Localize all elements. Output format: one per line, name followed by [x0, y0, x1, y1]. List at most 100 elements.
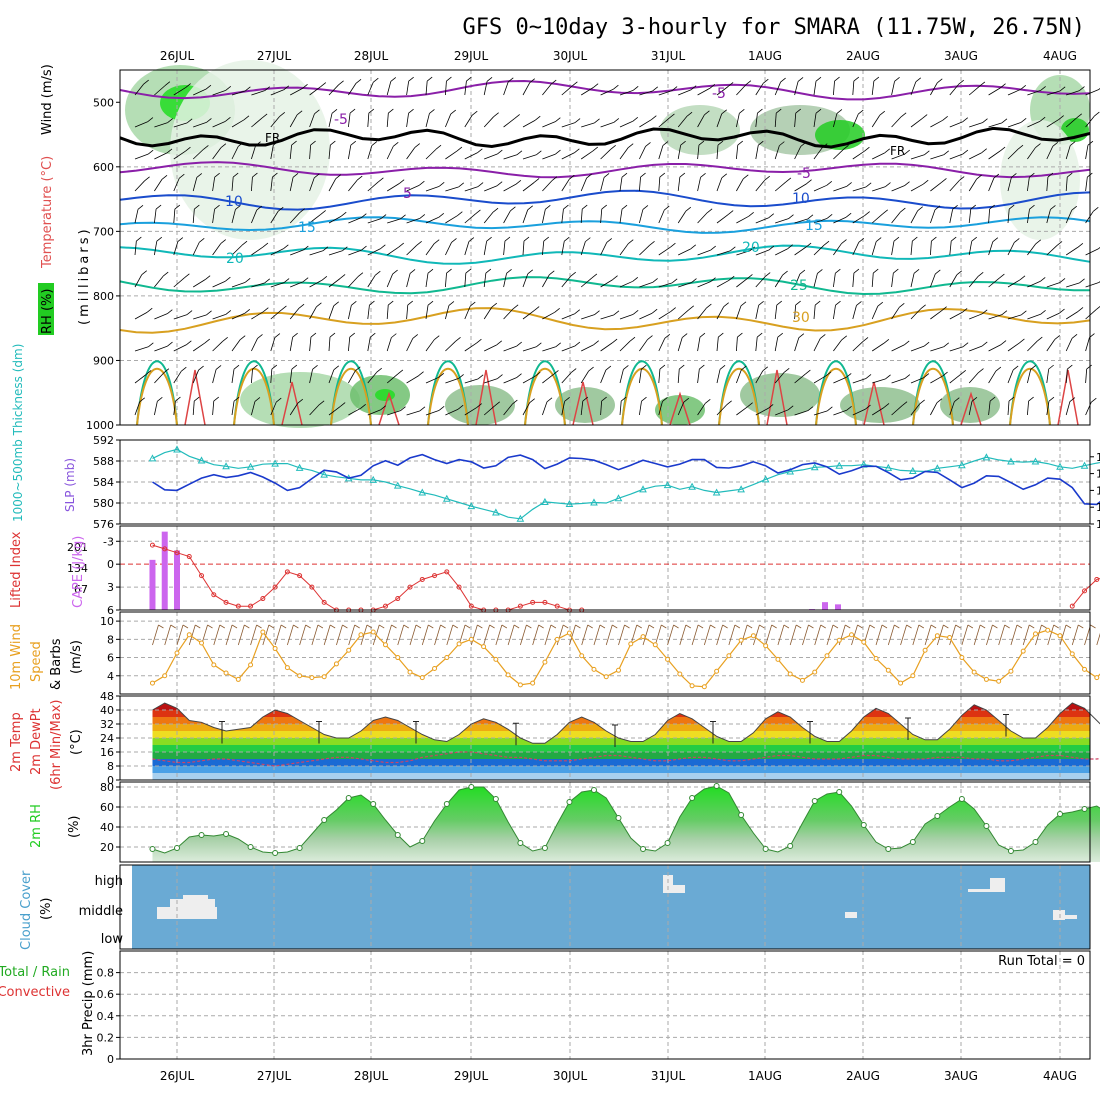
temp-band-0 — [152, 773, 1090, 780]
wind-point-74 — [1057, 633, 1063, 639]
barb-flag-16-1 — [450, 109, 456, 115]
thickness-marker-4 — [197, 456, 206, 464]
barb-flag-21-7 — [554, 307, 560, 313]
barb-16-3 — [445, 186, 459, 192]
barb-29-6 — [697, 281, 711, 288]
barb-flag-28-3 — [679, 172, 686, 178]
wind-point-31 — [530, 680, 536, 686]
barb-flag-16-10 — [457, 404, 464, 410]
contour-label-fr-a: FR — [265, 131, 280, 145]
bottom-date-2: 28JUL — [354, 1069, 389, 1083]
barb-flag-9-1 — [314, 109, 320, 115]
rh-label: RH (%) — [40, 289, 55, 334]
barb-flag-13-1 — [388, 108, 394, 114]
barb-flag-28-6 — [691, 278, 697, 283]
barb-flag-21-2 — [555, 149, 561, 155]
barb-21-10 — [542, 401, 548, 416]
barb-37-9 — [852, 378, 867, 384]
wind-barb-flag-49 — [759, 624, 765, 629]
wind-point-49 — [750, 633, 756, 639]
barb-flag-25-4 — [621, 204, 628, 210]
wind-barbs — [134, 76, 1100, 416]
barb-48-9 — [1065, 369, 1068, 384]
barb-48-3 — [1065, 177, 1068, 192]
barb-2-3 — [173, 177, 180, 192]
wind-barb-flag-50 — [771, 624, 777, 629]
barb-flag-36-3 — [846, 182, 852, 187]
barb-16-6 — [445, 273, 447, 288]
barb-flag-18-6 — [485, 268, 492, 274]
wind-point-71 — [1020, 648, 1026, 654]
barb-flag-18-8 — [496, 340, 503, 346]
contour-label-m5b: -5 — [334, 112, 348, 128]
wind-point-61 — [898, 680, 904, 686]
barb-flag-4-10 — [213, 396, 220, 402]
barb-10-3 — [328, 178, 337, 192]
wind-point-48 — [738, 637, 744, 643]
barb-flag-29-3 — [700, 173, 706, 178]
wind-point-62 — [910, 673, 916, 679]
low-spike-2 — [378, 391, 400, 426]
barb-flag-11-5 — [361, 245, 367, 251]
barb-flag-19-8 — [516, 341, 522, 347]
barb-flag-41-4 — [934, 205, 941, 211]
barb-27-7 — [658, 311, 671, 320]
barb-24-4 — [600, 209, 603, 224]
barb-flag-26-1 — [651, 115, 657, 121]
barb-15-5 — [425, 243, 435, 256]
barb-flag-19-4 — [510, 206, 516, 212]
wind-barb-flag-62 — [918, 624, 925, 629]
wind-barb-37 — [605, 624, 613, 646]
barb-15-10 — [425, 409, 440, 416]
barb-flag-42-8 — [962, 342, 969, 348]
barb-7-3 — [270, 177, 273, 192]
barb-flag-13-2 — [392, 142, 399, 147]
barb-42-0 — [949, 83, 960, 96]
cape-tick-0: 201 — [67, 541, 88, 554]
wind-barb-9 — [262, 624, 270, 646]
barb-flag-0-3 — [144, 176, 150, 182]
wind-barb-flag-74 — [1065, 624, 1072, 629]
barb-14-9 — [406, 375, 419, 384]
barb-flag-15-8 — [434, 335, 440, 341]
wind-barb-flag-27 — [489, 624, 495, 629]
barb-18-1 — [483, 116, 494, 128]
barb-flag-5-3 — [232, 172, 239, 178]
wind-point-20 — [395, 655, 401, 661]
upper-air-panel: -5 -5 -5 5 10 10 15 15 20 20 25 30 FR FR… — [38, 60, 1100, 432]
barb-flag-39-10 — [901, 401, 908, 406]
barb-4-9 — [212, 369, 217, 384]
barb-flag-17-6 — [465, 268, 472, 274]
barb-32-7 — [755, 305, 760, 320]
upper-frame — [119, 69, 1091, 426]
wind-barb-flag-55 — [832, 624, 839, 629]
barb-35-7 — [813, 305, 816, 320]
barb-flag-0-5 — [136, 236, 142, 242]
thickness-marker-76 — [1080, 461, 1089, 469]
barb-18-6 — [483, 273, 487, 288]
barb-flag-40-8 — [923, 341, 930, 347]
barb-flag-25-3 — [621, 172, 628, 178]
barb-flag-35-1 — [815, 108, 822, 114]
li-tick-2: 3 — [107, 581, 114, 594]
pressure-tick-0: 500 — [93, 96, 114, 109]
barb-5-3 — [231, 177, 234, 192]
barb-2-6 — [173, 277, 185, 288]
barb-flag-34-4 — [807, 214, 814, 220]
cape-frame — [119, 525, 1091, 611]
barb-flag-4-5 — [220, 239, 226, 244]
wind-barb-flag-70 — [1016, 624, 1023, 629]
barb-33-10 — [775, 409, 789, 416]
barb-42-2 — [949, 153, 964, 160]
barb-flag-29-9 — [699, 364, 705, 370]
top-date-1: 27JUL — [257, 49, 292, 63]
temp-label-3: (6hr Min/Max) — [49, 700, 64, 790]
barb-41-6 — [930, 273, 936, 288]
rh2m-point-4 — [198, 832, 205, 838]
barb-flag-35-5 — [823, 240, 830, 246]
barb-32-5 — [755, 249, 770, 256]
chart-title: GFS 0~10day 3-hourly for SMARA (11.75W, … — [462, 15, 1085, 40]
rh2m-point-68 — [983, 823, 990, 829]
barb-22-3 — [561, 178, 570, 192]
